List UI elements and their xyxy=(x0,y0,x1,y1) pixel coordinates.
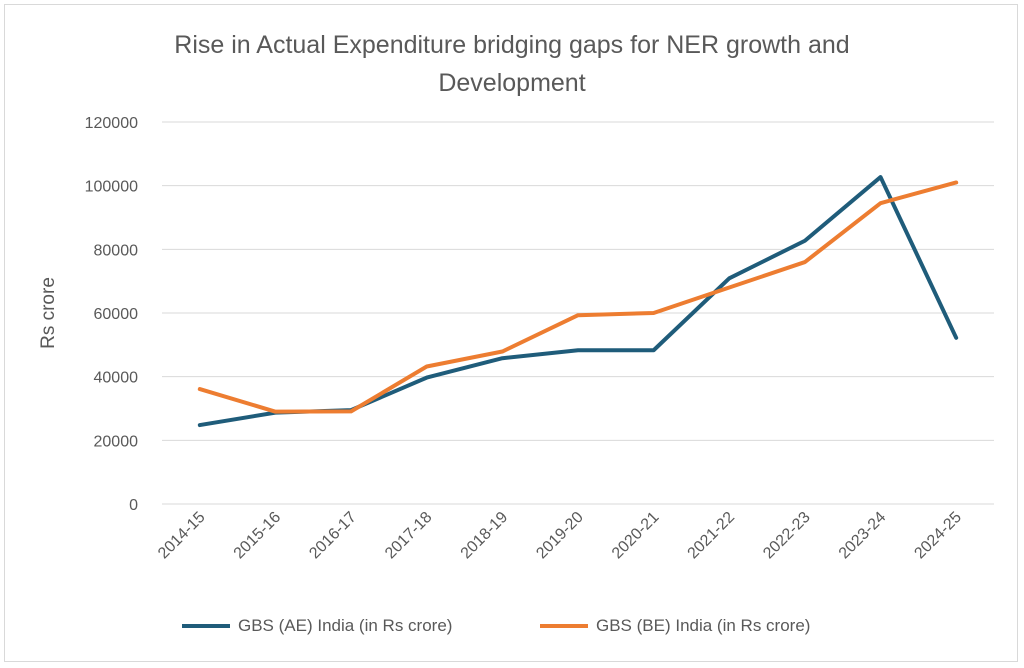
chart-title-line-1: Rise in Actual Expenditure bridging gaps… xyxy=(174,31,850,59)
chart-title-line-2: Development xyxy=(438,69,586,97)
y-axis-label: Rs crore xyxy=(38,277,59,349)
x-tick-label: 2015-16 xyxy=(231,509,285,563)
series-line-be xyxy=(197,180,959,414)
x-tick-label: 2019-20 xyxy=(533,509,587,563)
y-tick-label: 40000 xyxy=(94,370,139,387)
legend-label-be: GBS (BE) India (in Rs crore) xyxy=(596,616,811,635)
y-tick-label: 120000 xyxy=(85,115,138,132)
x-tick-label: 2021-22 xyxy=(685,509,739,563)
y-tick-label: 0 xyxy=(129,497,138,514)
legend-item-ae: GBS (AE) India (in Rs crore) xyxy=(182,616,452,636)
legend-swatch-be xyxy=(540,624,588,628)
y-tick-label: 80000 xyxy=(94,242,139,259)
series-line-ae xyxy=(197,175,959,428)
chart-frame xyxy=(4,4,1018,662)
x-tick-label: 2014-15 xyxy=(155,509,209,563)
legend-swatch-ae xyxy=(182,624,230,628)
y-tick-label: 100000 xyxy=(85,179,138,196)
x-tick-label: 2018-19 xyxy=(458,509,512,563)
x-tick-label: 2016-17 xyxy=(306,509,360,563)
legend: GBS (AE) India (in Rs crore) GBS (BE) In… xyxy=(0,616,1024,640)
x-tick-label: 2023-24 xyxy=(836,509,890,563)
legend-item-be: GBS (BE) India (in Rs crore) xyxy=(540,616,810,636)
y-tick-label: 60000 xyxy=(94,306,139,323)
x-tick-label: 2020-21 xyxy=(609,509,663,563)
x-tick-label: 2024-25 xyxy=(911,509,965,563)
y-tick-label: 20000 xyxy=(94,433,139,450)
x-tick-label: 2017-18 xyxy=(382,509,436,563)
x-tick-label: 2022-23 xyxy=(760,509,814,563)
chart-title: Rise in Actual Expenditure bridging gaps… xyxy=(0,26,1024,102)
legend-label-ae: GBS (AE) India (in Rs crore) xyxy=(238,616,453,635)
